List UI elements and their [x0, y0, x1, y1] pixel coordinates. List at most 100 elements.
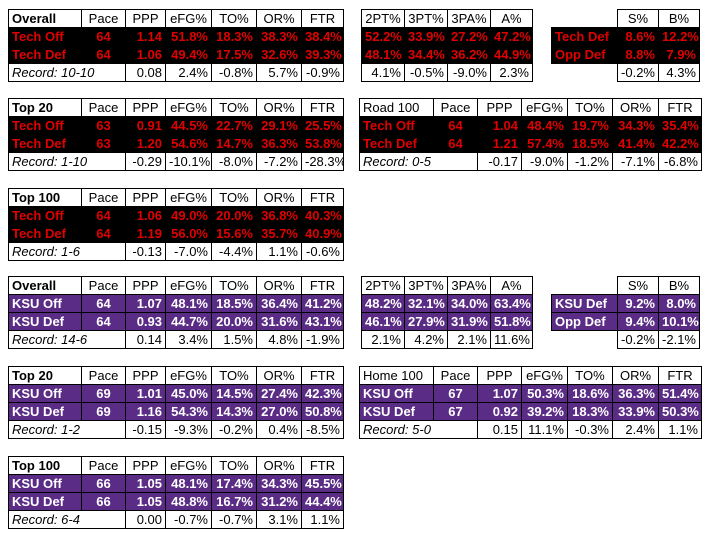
header-cell: Overall — [8, 9, 82, 28]
table-cell: 4.8% — [256, 330, 302, 349]
table-cell: 9.2% — [617, 294, 659, 313]
table-cell: 7.9% — [658, 45, 700, 64]
header-cell: OR% — [256, 188, 302, 207]
table-cell: 64 — [81, 224, 126, 243]
row-label: KSU Off — [8, 384, 82, 403]
record-row: Record: 5-0 0.15 11.1% -0.3% 2.4% 1.1% — [359, 420, 702, 439]
table-cell: 1.1% — [301, 510, 344, 529]
header-cell: TO% — [211, 366, 257, 385]
header-cell: S% — [617, 276, 659, 295]
table-cell: 64 — [81, 45, 126, 64]
row-label: KSU Def — [551, 294, 618, 313]
table-cell: 31.9% — [447, 312, 491, 331]
table-cell: 2.4% — [165, 63, 212, 82]
header-cell: eFG% — [165, 456, 212, 475]
table-cell: 1.05 — [125, 474, 166, 493]
table-cell: 69 — [81, 402, 126, 421]
record-label: Record: 0-5 — [359, 152, 478, 171]
table-cell: 2.1% — [361, 330, 405, 349]
header-cell: eFG% — [521, 98, 568, 117]
table-cell: 34.3% — [612, 116, 659, 135]
header-cell: FTR — [301, 9, 344, 28]
table-cell: 67 — [433, 384, 478, 403]
header-cell: eFG% — [165, 98, 212, 117]
table-cell: 34.0% — [447, 294, 491, 313]
table-cell: 34.4% — [404, 45, 448, 64]
tech-top100-table: Top 100 Pace PPP eFG% TO% OR% FTR Tech O… — [8, 188, 344, 261]
table-cell: 49.4% — [165, 45, 212, 64]
header-cell: eFG% — [165, 366, 212, 385]
table-cell: 25.5% — [301, 116, 344, 135]
table-cell: 36.3% — [612, 384, 659, 403]
header-spacer — [552, 10, 618, 28]
header-cell: OR% — [256, 276, 302, 295]
table-cell: 11.1% — [521, 420, 568, 439]
table-cell: -2.1% — [658, 330, 700, 349]
header-cell: 3PT% — [404, 9, 448, 28]
header-cell: Pace — [433, 98, 478, 117]
table-cell: 51.8% — [165, 27, 212, 46]
table-cell: 51.8% — [490, 312, 533, 331]
header-cell: 3PA% — [447, 9, 491, 28]
table-row: Tech Def 63 1.20 54.6% 14.7% 36.3% 53.8% — [8, 134, 344, 153]
header-cell: Road 100 — [359, 98, 434, 117]
row-label: Opp Def — [551, 45, 618, 64]
header-cell: Pace — [81, 276, 126, 295]
header-cell: TO% — [211, 276, 257, 295]
table-cell: 64 — [433, 116, 478, 135]
header-cell: FTR — [301, 366, 344, 385]
table-cell: 33.9% — [612, 402, 659, 421]
row-label: KSU Off — [8, 474, 82, 493]
row-label: Tech Def — [8, 224, 82, 243]
header-spacer — [552, 277, 618, 295]
table-cell: 66 — [81, 492, 126, 511]
table-cell: -8.5% — [301, 420, 344, 439]
table-cell: 57.4% — [521, 134, 568, 153]
table-cell: -9.0% — [521, 152, 568, 171]
table-row: Tech Def 8.6% 12.2% — [551, 27, 700, 46]
record-row: Record: 14-6 0.14 3.4% 1.5% 4.8% -1.9% — [8, 330, 344, 349]
table-cell: 52.2% — [361, 27, 405, 46]
table-cell: 20.0% — [211, 312, 257, 331]
header-cell: eFG% — [165, 9, 212, 28]
table-cell: 44.5% — [165, 116, 212, 135]
table-cell: 1.06 — [125, 206, 166, 225]
table-cell: -9.0% — [447, 63, 491, 82]
table-header: Road 100 Pace PPP eFG% TO% OR% FTR — [359, 98, 702, 117]
tech-road100-table: Road 100 Pace PPP eFG% TO% OR% FTR Tech … — [359, 98, 702, 171]
table-cell: 36.8% — [256, 206, 302, 225]
header-cell: PPP — [125, 456, 166, 475]
table-cell: 38.3% — [256, 27, 302, 46]
table-header: Top 100 Pace PPP eFG% TO% OR% FTR — [8, 188, 344, 207]
record-row: -0.2% 4.3% — [552, 63, 700, 82]
table-cell: 48.8% — [165, 492, 212, 511]
row-label: Tech Def — [551, 27, 618, 46]
table-header: 2PT% 3PT% 3PA% A% — [361, 9, 533, 28]
header-cell: FTR — [658, 98, 702, 117]
header-cell: PPP — [125, 98, 166, 117]
table-cell: 51.4% — [658, 384, 702, 403]
record-row: Record: 1-6 -0.13 -7.0% -4.4% 1.1% -0.6% — [8, 242, 344, 261]
table-cell: 1.05 — [125, 492, 166, 511]
table-cell: 2.3% — [490, 63, 533, 82]
table-cell: 50.3% — [521, 384, 568, 403]
table-header: Home 100 Pace PPP eFG% TO% OR% FTR — [359, 366, 702, 385]
table-row: KSU Def 66 1.05 48.8% 16.7% 31.2% 44.4% — [8, 492, 344, 511]
row-label: Tech Off — [8, 116, 82, 135]
header-cell: OR% — [256, 456, 302, 475]
header-cell: Pace — [81, 9, 126, 28]
table-cell: 18.6% — [567, 384, 613, 403]
table-cell: 9.4% — [617, 312, 659, 331]
table-header: Top 20 Pace PPP eFG% TO% OR% FTR — [8, 98, 344, 117]
ksu-overall-table: Overall Pace PPP eFG% TO% OR% FTR KSU Of… — [8, 276, 344, 349]
table-cell: 35.7% — [256, 224, 302, 243]
table-cell: -0.13 — [125, 242, 166, 261]
table-cell: 42.3% — [301, 384, 344, 403]
table-cell: 32.1% — [404, 294, 448, 313]
header-cell: Top 100 — [8, 456, 82, 475]
table-cell: 38.4% — [301, 27, 344, 46]
table-cell: 1.04 — [477, 116, 522, 135]
table-row: KSU Def 69 1.16 54.3% 14.3% 27.0% 50.8% — [8, 402, 344, 421]
table-cell: 67 — [433, 402, 478, 421]
header-cell: 3PT% — [404, 276, 448, 295]
